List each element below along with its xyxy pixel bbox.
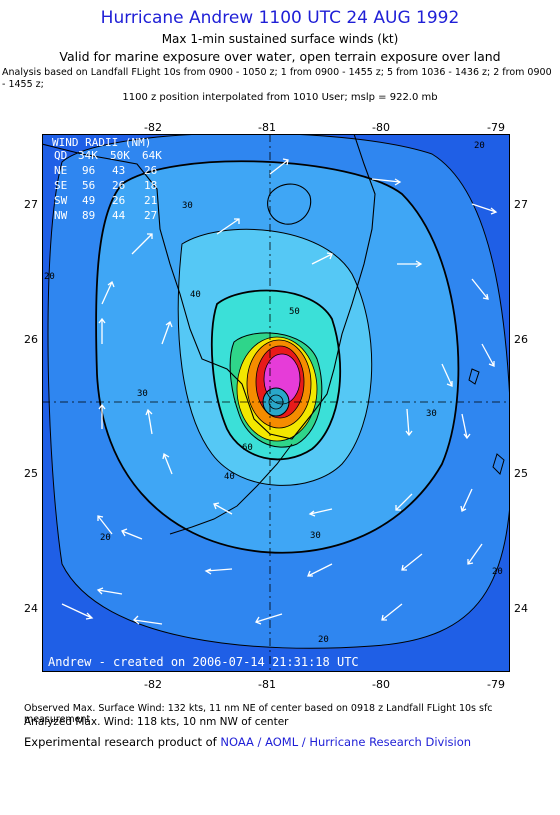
lon-tick-top: -80 xyxy=(372,121,390,134)
wind-map: WIND RADII (NM) QD 34K 50K 64K NE 96 43 … xyxy=(42,134,510,672)
lat-tick-left: 26 xyxy=(24,333,38,346)
contour-label: 30 xyxy=(310,531,321,541)
contour-label: 30 xyxy=(426,409,437,419)
contour-line-inner xyxy=(255,345,305,419)
position-note: 1100 z position interpolated from 1010 U… xyxy=(122,92,438,103)
contour-line-inner xyxy=(236,336,318,442)
wind-vectors xyxy=(61,158,498,625)
analysis-sources: Analysis based on Landfall FLight 10s fr… xyxy=(2,67,552,90)
contour-label: 30 xyxy=(182,201,193,211)
wind-radii-cell: 96 xyxy=(82,164,95,177)
wind-radii-cell: 49 xyxy=(82,194,95,207)
research-credit: Experimental research product of NOAA / … xyxy=(24,735,471,749)
wind-radii-cell: 26 xyxy=(112,194,125,207)
wind-radii-table: WIND RADII (NM) QD 34K 50K 64K NE 96 43 … xyxy=(52,136,162,222)
map-frame xyxy=(42,134,510,672)
wind-radii-header-qd: QD xyxy=(54,149,67,162)
lon-tick-bottom: -81 xyxy=(258,678,276,691)
contour-label: 20 xyxy=(44,272,55,282)
page-title: Hurricane Andrew 1100 UTC 24 AUG 1992 xyxy=(100,8,460,28)
contour-label: 60 xyxy=(242,443,253,453)
observed-max-wind: Observed Max. Surface Wind: 132 kts, 11 … xyxy=(24,703,493,725)
lon-tick-bottom: -80 xyxy=(372,678,390,691)
contour-label: 30 xyxy=(137,389,148,399)
lat-tick-left: 25 xyxy=(24,467,38,480)
wind-radii-header-34k: 34K xyxy=(78,149,98,162)
wind-radii-cell: 56 xyxy=(82,179,95,192)
wind-radii-cell: 44 xyxy=(112,209,126,222)
wind-radii-cell: 21 xyxy=(144,194,157,207)
lon-tick-top: -81 xyxy=(258,121,276,134)
contour-label: 50 xyxy=(289,307,300,317)
lat-tick-left: 27 xyxy=(24,198,38,211)
contour-line-60 xyxy=(229,332,323,448)
contour-label: 20 xyxy=(100,533,111,543)
florida-keys xyxy=(169,443,293,535)
subtitle-exposure: Valid for marine exposure over water, op… xyxy=(59,49,501,64)
lon-tick-bottom: -79 xyxy=(487,678,505,691)
noaa-link[interactable]: NOAA / AOML / Hurricane Research Divisio… xyxy=(220,735,472,749)
wind-radii-cell: 27 xyxy=(144,209,157,222)
lat-tick-right: 25 xyxy=(514,467,528,480)
research-credit-prefix: Experimental research product of xyxy=(24,735,221,749)
wind-radii-cell: NW xyxy=(54,209,68,222)
contour-line-30 xyxy=(95,160,460,554)
lon-tick-top: -82 xyxy=(144,121,162,134)
wind-radii-cell: SE xyxy=(54,179,67,192)
map-credit: Andrew - created on 2006-07-14 21:31:18 … xyxy=(48,655,359,669)
contour-label: 20 xyxy=(318,635,329,645)
wind-radii-title: WIND RADII (NM) xyxy=(52,136,151,149)
bahamas-islands xyxy=(468,368,505,475)
wind-radii-cell: 26 xyxy=(144,164,157,177)
wind-radii-header-64k: 64K xyxy=(142,149,162,162)
wind-radii-cell: 43 xyxy=(112,164,125,177)
contour-label: 20 xyxy=(474,141,485,151)
wind-radii-cell: SW xyxy=(54,194,68,207)
subtitle-winds: Max 1-min sustained surface winds (kt) xyxy=(161,32,399,46)
wind-radii-cell: 89 xyxy=(82,209,95,222)
wind-radii-cell: 18 xyxy=(144,179,157,192)
lat-tick-right: 27 xyxy=(514,198,528,211)
contour-line-20 xyxy=(47,134,510,649)
lon-tick-bottom: -82 xyxy=(144,678,162,691)
contour-label: 40 xyxy=(190,290,201,300)
lat-tick-right: 26 xyxy=(514,333,528,346)
analyzed-max-wind: Analyzed Max. Wind: 118 kts, 10 nm NW of… xyxy=(24,716,289,728)
contour-line-50 xyxy=(210,289,342,461)
wind-radii-cell: NE xyxy=(54,164,67,177)
florida-coastline xyxy=(42,134,376,440)
lon-tick-top: -79 xyxy=(487,121,505,134)
contour-line-inner xyxy=(246,339,312,429)
wind-radii-cell: 26 xyxy=(112,179,125,192)
contour-label: 20 xyxy=(492,567,503,577)
contour-label: 40 xyxy=(224,472,235,482)
wind-radii-header-50k: 50K xyxy=(110,149,130,162)
lat-tick-right: 24 xyxy=(514,602,528,615)
lat-tick-left: 24 xyxy=(24,602,38,615)
contour-line-inner xyxy=(263,353,301,405)
